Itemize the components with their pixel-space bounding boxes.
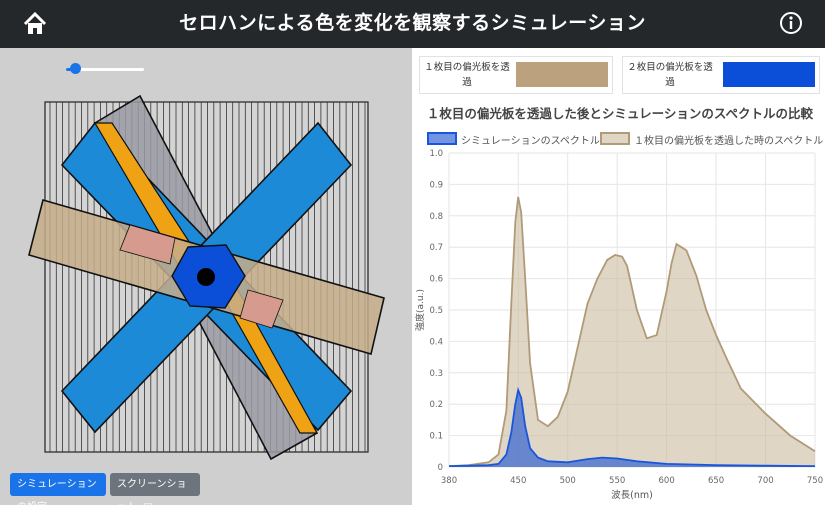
x-axis-label: 波長(nm)	[611, 489, 653, 501]
sample-label: １枚目の偏光板を透過	[424, 62, 510, 88]
y-tick-label: 0.3	[429, 369, 443, 379]
rotation-slider[interactable]	[66, 63, 146, 74]
x-tick-label: 450	[510, 476, 526, 486]
x-tick-label: 500	[560, 476, 576, 486]
y-tick-label: 0.7	[429, 243, 443, 253]
screenshot-button[interactable]: スクリーンショット ▣	[110, 473, 200, 513]
series-line	[448, 386, 816, 467]
top-bar: セロハンによる色を変化を観察するシミュレーション	[0, 0, 825, 48]
home-icon[interactable]	[22, 11, 48, 37]
y-tick-label: 0.4	[429, 337, 443, 347]
x-tick-label: 380	[441, 476, 457, 486]
series-line	[448, 196, 816, 467]
x-tick-label: 750	[807, 476, 823, 486]
legend-swatch	[600, 132, 630, 145]
info-icon[interactable]	[779, 11, 803, 35]
y-tick-label: 0.5	[429, 306, 443, 316]
legend-item-first-polarizer[interactable]: １枚目の偏光板を透過した時のスペクトル	[600, 132, 824, 147]
x-tick-label: 600	[659, 476, 675, 486]
x-tick-label: 550	[609, 476, 625, 486]
series-area	[449, 197, 815, 467]
y-tick-label: 0.2	[429, 400, 443, 410]
settings-button[interactable]: シミュレーションの設定	[10, 473, 106, 513]
series-area	[449, 390, 815, 467]
overlap-pink-right	[239, 289, 284, 329]
y-tick-label: 0.6	[429, 275, 443, 285]
rotation-center-dot	[197, 268, 215, 286]
overlap-pink-left	[119, 224, 176, 265]
color-swatch	[723, 62, 815, 87]
camera-icon: ▣	[143, 502, 153, 513]
polarizer-simulation[interactable]	[0, 48, 412, 505]
legend-swatch	[427, 132, 457, 145]
legend-label: シミュレーションのスペクトル	[461, 136, 600, 147]
sample-first-polarizer: １枚目の偏光板を透過	[419, 56, 613, 94]
x-tick-label: 700	[757, 476, 773, 486]
y-axis-label: 強度(a.u.)	[414, 289, 426, 331]
spectrum-chart: 0 0.1 0.2 0.3 0.4 0.5 0.6 0.7 0.8 0.9 1.0 380 450 500…	[414, 149, 823, 501]
sample-label: ２枚目の偏光板を透過	[627, 62, 713, 88]
slider-track	[66, 68, 144, 71]
page-title: セロハンによる色を変化を観察するシミュレーション	[179, 12, 646, 34]
y-tick-label: 0.8	[429, 212, 443, 222]
legend-item-simulation[interactable]: シミュレーションのスペクトル	[427, 132, 600, 147]
y-tick-label: 1.0	[429, 149, 443, 159]
legend-label: １枚目の偏光板を透過した時のスペクトル	[634, 136, 824, 147]
y-tick-label: 0	[438, 463, 443, 473]
color-swatch	[516, 62, 608, 87]
sample-second-polarizer: ２枚目の偏光板を透過	[622, 56, 820, 94]
y-tick-label: 0.9	[429, 180, 443, 190]
x-tick-label: 650	[708, 476, 724, 486]
y-tick-label: 0.1	[429, 432, 443, 442]
chart-title: １枚目の偏光板を透過した後とシミュレーションのスペクトルの比較	[426, 106, 814, 121]
slider-thumb[interactable]	[69, 63, 81, 74]
